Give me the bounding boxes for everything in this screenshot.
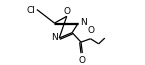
Text: N: N xyxy=(80,18,87,27)
Text: N: N xyxy=(51,33,58,42)
Text: O: O xyxy=(78,56,85,65)
Text: Cl: Cl xyxy=(27,6,36,15)
Text: O: O xyxy=(63,7,70,16)
Text: O: O xyxy=(87,26,94,35)
